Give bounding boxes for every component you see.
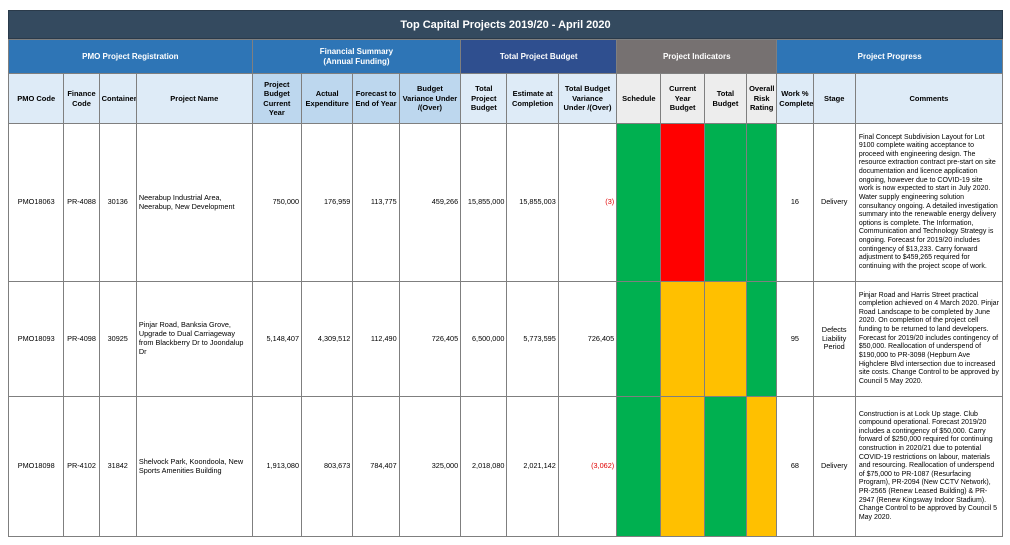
- overall-risk-indicator: [746, 281, 778, 397]
- current-year-budget-indicator: [660, 123, 705, 282]
- overall-risk-indicator: [746, 123, 778, 282]
- total-budget-indicator: [703, 281, 748, 397]
- project-name: Neerabup Industrial Area, Neerabup, New …: [135, 123, 253, 282]
- col-pmo-code: PMO Code: [7, 73, 65, 124]
- work-complete: 95: [776, 281, 814, 397]
- total-budget-indicator: [703, 396, 748, 537]
- work-complete: 16: [776, 123, 814, 282]
- container: 31842: [98, 396, 137, 537]
- col-total-project-budget: Total Project Budget: [460, 73, 508, 124]
- table-row: PMO18093 PR-4098 30925 Pinjar Road, Bank…: [7, 281, 1004, 397]
- col-budget-current-year: Project Budget Current Year: [251, 73, 303, 124]
- pmo-code: PMO18093: [7, 281, 65, 397]
- col-actual-expenditure: Actual Expenditure: [301, 73, 354, 124]
- pmo-code: PMO18098: [7, 396, 65, 537]
- actual-expenditure: 4,309,512: [301, 281, 354, 397]
- table-row: PMO18063 PR-4088 30136 Neerabup Industri…: [7, 123, 1004, 282]
- forecast: 113,775: [352, 123, 400, 282]
- group-total-project-budget: Total Project Budget: [460, 39, 618, 74]
- col-estimate-at-completion: Estimate at Completion: [506, 73, 559, 124]
- total-project-budget: 6,500,000: [460, 281, 508, 397]
- col-schedule: Schedule: [616, 73, 662, 124]
- project-name: Shelvock Park, Koondoola, New Sports Ame…: [135, 396, 253, 537]
- capital-projects-table: PMO Project Registration Financial Summa…: [7, 39, 1004, 537]
- total-budget-indicator: [703, 123, 748, 282]
- estimate-at-completion: 15,855,003: [506, 123, 559, 282]
- container: 30136: [98, 123, 137, 282]
- col-forecast: Forecast to End of Year: [352, 73, 400, 124]
- col-container: Container: [98, 73, 137, 124]
- col-current-year-budget: Current Year Budget: [660, 73, 705, 124]
- project-name: Pinjar Road, Banksia Grove, Upgrade to D…: [135, 281, 253, 397]
- group-project-indicators: Project Indicators: [616, 39, 778, 74]
- col-finance-code: Finance Code: [63, 73, 100, 124]
- schedule-indicator: [616, 123, 662, 282]
- estimate-at-completion: 5,773,595: [506, 281, 559, 397]
- col-budget-variance: Budget Variance Under /(Over): [398, 73, 462, 124]
- budget-variance: 726,405: [398, 281, 462, 397]
- estimate-at-completion: 2,021,142: [506, 396, 559, 537]
- table-row: PMO18098 PR-4102 31842 Shelvock Park, Ko…: [7, 396, 1004, 537]
- comments: Final Concept Subdivision Layout for Lot…: [854, 123, 1004, 282]
- stage: Delivery: [812, 123, 856, 282]
- container: 30925: [98, 281, 137, 397]
- schedule-indicator: [616, 396, 662, 537]
- current-year-budget-indicator: [660, 281, 705, 397]
- budget-current-year: 750,000: [251, 123, 303, 282]
- finance-code: PR-4102: [63, 396, 100, 537]
- total-project-budget: 2,018,080: [460, 396, 508, 537]
- total-budget-variance: (3,062): [557, 396, 618, 537]
- current-year-budget-indicator: [660, 396, 705, 537]
- finance-code: PR-4098: [63, 281, 100, 397]
- stage: Delivery: [812, 396, 856, 537]
- comments: Pinjar Road and Harris Street practical …: [854, 281, 1004, 397]
- finance-code: PR-4088: [63, 123, 100, 282]
- comments: Construction is at Lock Up stage. Club c…: [854, 396, 1004, 537]
- report-title: Top Capital Projects 2019/20 - April 202…: [8, 10, 1003, 39]
- col-project-name: Project Name: [135, 73, 253, 124]
- forecast: 112,490: [352, 281, 400, 397]
- pmo-code: PMO18063: [7, 123, 65, 282]
- budget-current-year: 5,148,407: [251, 281, 303, 397]
- actual-expenditure: 803,673: [301, 396, 354, 537]
- actual-expenditure: 176,959: [301, 123, 354, 282]
- budget-variance: 325,000: [398, 396, 462, 537]
- stage: Defects Liability Period: [812, 281, 856, 397]
- budget-variance: 459,266: [398, 123, 462, 282]
- col-total-budget-variance: Total Budget Variance Under /(Over): [557, 73, 618, 124]
- group-financial-summary: Financial Summary (Annual Funding): [251, 39, 462, 74]
- schedule-indicator: [616, 281, 662, 397]
- total-budget-variance: (3): [557, 123, 618, 282]
- col-overall-risk-rating: Overall Risk Rating: [746, 73, 778, 124]
- work-complete: 68: [776, 396, 814, 537]
- col-total-budget: Total Budget: [703, 73, 748, 124]
- group-pmo-registration: PMO Project Registration: [8, 39, 253, 74]
- total-project-budget: 15,855,000: [460, 123, 508, 282]
- overall-risk-indicator: [746, 396, 778, 537]
- forecast: 784,407: [352, 396, 400, 537]
- col-work-complete: Work % Complete: [776, 73, 814, 124]
- col-comments: Comments: [854, 73, 1004, 124]
- total-budget-variance: 726,405: [557, 281, 618, 397]
- col-stage: Stage: [812, 73, 856, 124]
- group-project-progress: Project Progress: [776, 39, 1003, 74]
- budget-current-year: 1,913,080: [251, 396, 303, 537]
